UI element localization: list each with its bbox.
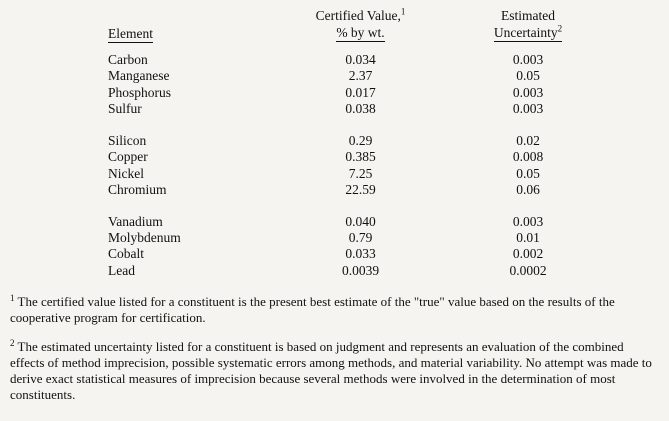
uncertainty-cell: 0.003 — [512, 84, 544, 100]
element-cell: Lead — [108, 262, 135, 278]
table-row: Sulfur 0.038 0.003 — [108, 101, 608, 117]
footnote-number: 2 — [10, 337, 15, 348]
element-cell: Cobalt — [108, 246, 144, 262]
certified-value-cell: 7.25 — [348, 165, 373, 181]
element-group: Silicon 0.29 0.02 Copper 0.385 0.008 Nickel 7.2… — [108, 133, 608, 199]
certified-value-cell: 0.29 — [348, 132, 373, 148]
certified-value-header-label: Certified Value, — [315, 8, 401, 23]
footnotes-section: 1 The certified value listed for a consti… — [10, 294, 659, 402]
element-cell: Carbon — [108, 51, 148, 67]
uncertainty-cell: 0.003 — [512, 51, 544, 67]
uncertainty-cell: 0.05 — [516, 165, 540, 181]
uncertainty-cell: 0.003 — [512, 101, 544, 117]
table-row: Vanadium 0.040 0.003 — [108, 214, 608, 230]
element-cell: Nickel — [108, 165, 144, 181]
column-header-certified-value: Certified Value,1 % by wt. — [273, 6, 448, 42]
certified-value-cell: 0.0039 — [341, 262, 380, 278]
footnote: 2 The estimated uncertainty listed for a … — [10, 337, 652, 402]
certified-value-cell: 0.033 — [345, 246, 376, 262]
uncertainty-cell: 0.003 — [512, 213, 544, 229]
certified-value-footnote-ref: 1 — [400, 6, 406, 17]
table-row: Lead 0.0039 0.0002 — [108, 263, 608, 279]
certified-value-cell: 0.034 — [345, 51, 376, 67]
element-header-label: Element — [108, 25, 153, 43]
certified-value-cell: 0.038 — [345, 101, 376, 117]
element-cell: Manganese — [108, 68, 170, 84]
table-header-row: Element Certified Value,1 % by wt. Estim… — [108, 6, 608, 43]
table-row: Phosphorus 0.017 0.003 — [108, 85, 608, 101]
certified-value-cell: 0.017 — [345, 84, 376, 100]
uncertainty-cell: 0.0002 — [509, 262, 547, 278]
column-header-estimated-uncertainty: Estimated Uncertainty2 — [448, 8, 608, 42]
estimated-header-label: Estimated — [501, 8, 555, 23]
table-row: Carbon 0.034 0.003 — [108, 52, 608, 68]
certified-value-cell: 22.59 — [345, 182, 376, 198]
certified-values-table: Element Certified Value,1 % by wt. Estim… — [108, 6, 608, 280]
certified-value-cell: 0.385 — [345, 149, 376, 165]
uncertainty-header-label: Uncertainty — [493, 24, 558, 40]
table-row: Molybdenum 0.79 0.01 — [108, 230, 608, 246]
uncertainty-cell: 0.008 — [512, 149, 544, 165]
table-row: Copper 0.385 0.008 — [108, 149, 608, 165]
uncertainty-cell: 0.05 — [516, 68, 540, 84]
certified-value-cell: 0.040 — [345, 213, 376, 229]
footnote-number: 1 — [10, 293, 15, 304]
table-row: Manganese 2.37 0.05 — [108, 68, 608, 84]
element-cell: Silicon — [108, 132, 147, 148]
uncertainty-cell: 0.01 — [516, 229, 540, 245]
element-group: Vanadium 0.040 0.003 Molybdenum 0.79 0.01 Coba… — [108, 214, 608, 280]
uncertainty-footnote-ref: 2 — [557, 23, 563, 34]
element-cell: Copper — [108, 149, 148, 165]
element-cell: Molybdenum — [108, 229, 181, 245]
element-cell: Phosphorus — [108, 84, 172, 100]
element-cell: Vanadium — [108, 213, 163, 229]
table-row: Cobalt 0.033 0.002 — [108, 246, 608, 262]
uncertainty-cell: 0.002 — [512, 246, 544, 262]
table-body: Carbon 0.034 0.003 Manganese 2.37 0.05 Phospho… — [108, 52, 608, 280]
table-row: Nickel 7.25 0.05 — [108, 166, 608, 182]
uncertainty-cell: 0.06 — [516, 182, 540, 198]
column-header-element: Element — [108, 10, 273, 43]
table-row: Chromium 22.59 0.06 — [108, 182, 608, 198]
certified-value-cell: 0.79 — [348, 229, 373, 245]
uncertainty-cell: 0.02 — [516, 132, 540, 148]
element-group: Carbon 0.034 0.003 Manganese 2.37 0.05 Phospho… — [108, 52, 608, 118]
certified-value-cell: 2.37 — [348, 68, 373, 84]
pct-by-wt-header-label: % by wt. — [336, 24, 385, 42]
footnote: 1 The certified value listed for a consti… — [10, 293, 615, 326]
table-row: Silicon 0.29 0.02 — [108, 133, 608, 149]
element-cell: Chromium — [108, 182, 167, 198]
element-cell: Sulfur — [108, 101, 142, 117]
